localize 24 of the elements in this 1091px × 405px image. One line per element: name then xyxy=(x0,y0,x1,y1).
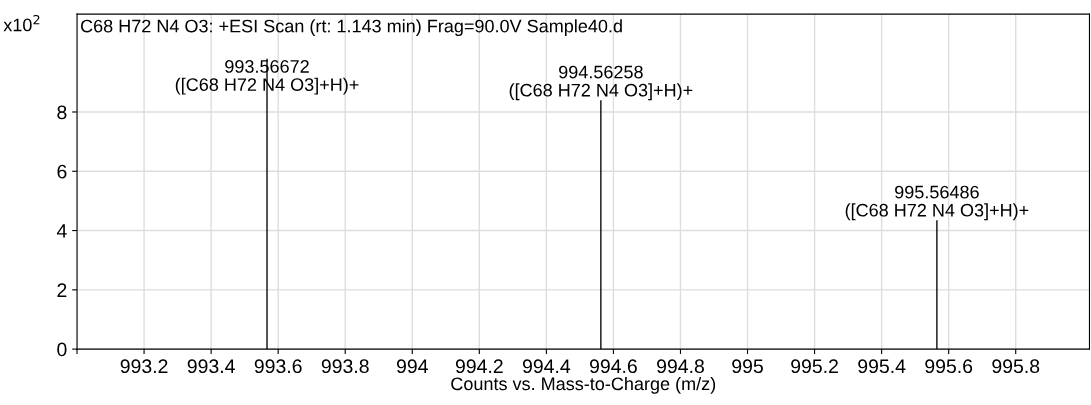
y-axis-title: x10$^{2}$ xyxy=(3,14,40,32)
x-tick-label: 993.6 xyxy=(254,359,302,374)
chart-title: C68 H72 N4 O3: +ESI Scan (rt: 1.143 min) Frag=90.0V Sample40.d xyxy=(80,19,622,37)
x-tick-label: 995.6 xyxy=(925,359,973,374)
x-tick-label: 995.8 xyxy=(992,359,1040,374)
y-tick-label: 6 xyxy=(57,164,67,179)
y-tick-label: 2 xyxy=(57,283,67,297)
x-tick-label: 994.6 xyxy=(590,359,637,374)
x-tick-label: 995 xyxy=(732,359,763,374)
y-tick-label: 4 xyxy=(56,224,67,238)
x-tick-label: 994.8 xyxy=(657,359,704,374)
x-tick-label: 995.2 xyxy=(791,359,838,374)
y-tick-label: 8 xyxy=(57,105,67,120)
x-tick-label: 994.4 xyxy=(522,359,571,374)
x-tick-label: 993.8 xyxy=(321,359,369,374)
x-tick-label: 995.4 xyxy=(858,359,906,374)
x-tick-label: 993.2 xyxy=(120,359,168,374)
y-tick-label: 0 xyxy=(57,342,67,357)
x-axis-title: Counts vs. Mass-to-Charge (m/z) xyxy=(451,376,716,394)
x-tick-label: 993.4 xyxy=(187,359,235,374)
annotation: 994.56258 ([C68 H72 N4 O3]+H)+ xyxy=(509,65,693,101)
x-tick-label: 994 xyxy=(396,359,428,374)
annotation: 995.56486 ([C68 H72 N4 O3]+H)+ xyxy=(845,185,1029,221)
x-tick-label: 994.2 xyxy=(455,359,503,374)
